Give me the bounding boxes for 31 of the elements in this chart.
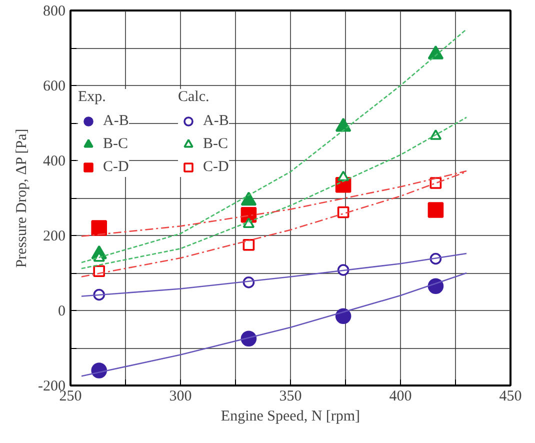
y-tick-label: 0 [58,304,66,320]
point [91,220,107,236]
legend-label: C-D [103,158,129,176]
x-tick-label: 400 [389,388,412,404]
point [242,238,255,251]
y-axis-title: Pressure Drop, ΔP [Pa] [14,128,30,268]
y-tick-label: 400 [43,154,66,170]
y-tick-label: 800 [43,4,66,20]
point [335,118,352,132]
x-axis-title: Engine Speed, N [rpm] [220,408,360,424]
point [428,202,444,218]
point [428,45,444,60]
line-series [80,252,468,297]
y-tick-label: 200 [43,228,66,244]
x-tick-label: 450 [499,388,522,404]
legend-label: A-B [103,112,129,130]
point [337,206,350,218]
legend-label: B-C [103,136,128,152]
point [335,308,352,324]
y-tick-label: 600 [43,78,66,94]
x-tick-label: 300 [169,388,192,404]
point [240,192,257,206]
point [242,218,255,228]
annotation: Calc. [178,89,210,106]
point [337,170,350,182]
line-series [80,272,468,377]
legend-label: A-B [203,112,229,130]
x-tick-label: 350 [279,388,302,404]
legend-label: C-D [203,158,229,176]
annotation: Exp. [78,89,107,106]
legend-label: B-C [203,136,228,152]
